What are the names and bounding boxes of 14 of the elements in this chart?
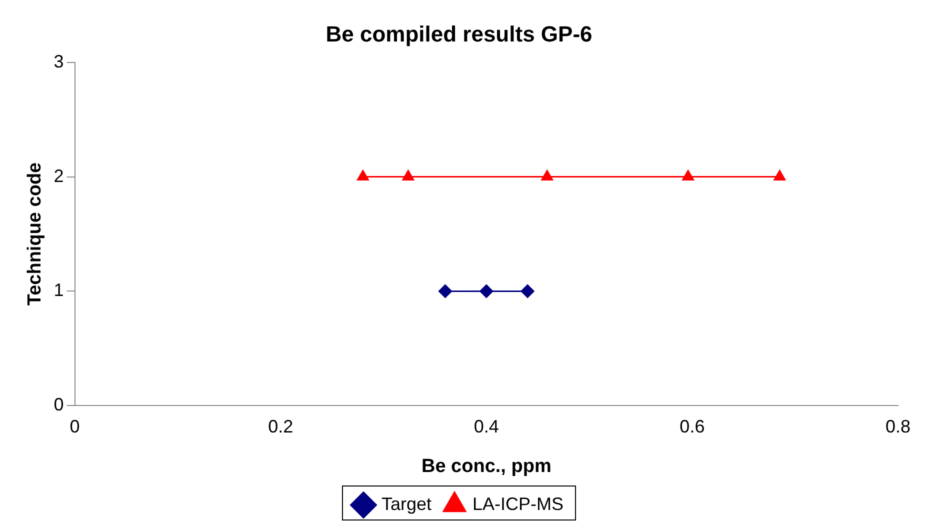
x-tick-label: 0.8 bbox=[885, 416, 911, 436]
x-tick-label: 0.4 bbox=[474, 416, 499, 436]
x-tick-label: 0.6 bbox=[680, 416, 705, 436]
y-tick-label: 1 bbox=[54, 280, 64, 300]
y-tick-label: 0 bbox=[54, 394, 64, 415]
legend-label: Target bbox=[381, 494, 432, 514]
y-axis-title: Technique code bbox=[24, 162, 46, 306]
x-tick-label: 0.2 bbox=[268, 416, 294, 436]
legend-label: LA-ICP-MS bbox=[472, 494, 564, 514]
y-tick-label: 3 bbox=[54, 51, 64, 72]
y-tick-label: 2 bbox=[54, 166, 64, 186]
x-axis-title: Be conc., ppm bbox=[421, 456, 552, 477]
x-tick-label: 0 bbox=[70, 416, 80, 436]
chart-title: Be compiled results GP-6 bbox=[326, 21, 592, 46]
